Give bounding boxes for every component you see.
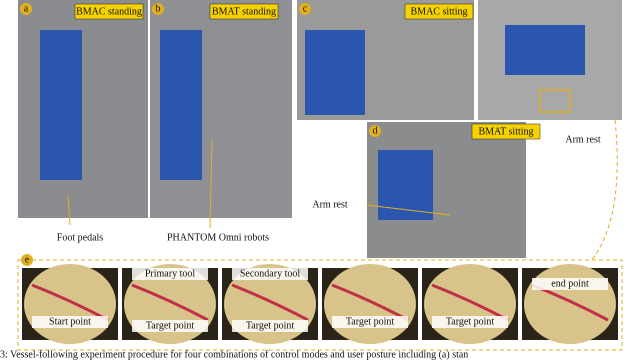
connector xyxy=(589,119,618,263)
panel-badge xyxy=(21,254,33,266)
frame-label: end point xyxy=(551,278,589,289)
panel-label: BMAT standing xyxy=(212,6,276,17)
frame-label: Target point xyxy=(246,320,294,331)
annotation: Arm rest xyxy=(312,199,347,210)
panel-letter: c xyxy=(303,3,308,14)
microscope-view xyxy=(524,264,616,344)
panel-letter: a xyxy=(24,3,29,14)
panel-badge xyxy=(20,3,32,15)
label-bg xyxy=(232,320,308,332)
label-box xyxy=(404,3,474,20)
panel-letter: e xyxy=(25,254,30,265)
frame-label: Secondary tool xyxy=(240,268,300,279)
frame-label: Target point xyxy=(446,316,494,327)
panel-badge xyxy=(299,3,311,15)
microscope-view xyxy=(324,264,416,344)
frame-label: Primary tool xyxy=(145,268,195,279)
panel-label: BMAC standing xyxy=(76,6,142,17)
label-bg xyxy=(332,316,408,328)
label-box xyxy=(471,123,541,140)
label-bg xyxy=(232,268,308,280)
person xyxy=(40,30,82,180)
label-bg xyxy=(432,316,508,328)
annotation: Foot pedals xyxy=(57,232,103,243)
frame-label: Target point xyxy=(146,320,194,331)
frame-label: Target point xyxy=(346,316,394,327)
vessel xyxy=(231,283,309,322)
highlight-box xyxy=(539,89,571,113)
label-bg xyxy=(32,316,108,328)
sequence-box xyxy=(17,259,623,351)
person xyxy=(160,30,202,180)
person xyxy=(505,25,585,75)
panel-label: BMAT sitting xyxy=(478,126,533,137)
pointer xyxy=(365,204,451,216)
vessel xyxy=(131,283,209,322)
caption: 3: Vessel-following experiment procedure… xyxy=(0,349,468,360)
microscope-view xyxy=(424,264,516,344)
panel-badge xyxy=(152,3,164,15)
microscope-view xyxy=(24,264,116,344)
person xyxy=(305,30,365,115)
annotation: Arm rest xyxy=(565,134,600,145)
label-box xyxy=(209,3,279,20)
panel-label: BMAC sitting xyxy=(411,6,468,17)
pointer xyxy=(67,194,71,226)
panel-letter: d xyxy=(373,125,378,136)
label-box xyxy=(74,3,144,20)
person xyxy=(378,150,433,220)
annotation: PHANTOM Omni robots xyxy=(167,232,269,243)
label-bg xyxy=(532,278,608,290)
panel-badge xyxy=(369,125,381,137)
photo-a xyxy=(18,0,148,218)
label-bg xyxy=(132,268,208,280)
frame-label: Start point xyxy=(49,316,91,327)
label-bg xyxy=(132,320,208,332)
panel-letter: b xyxy=(156,3,161,14)
pointer xyxy=(209,139,213,229)
